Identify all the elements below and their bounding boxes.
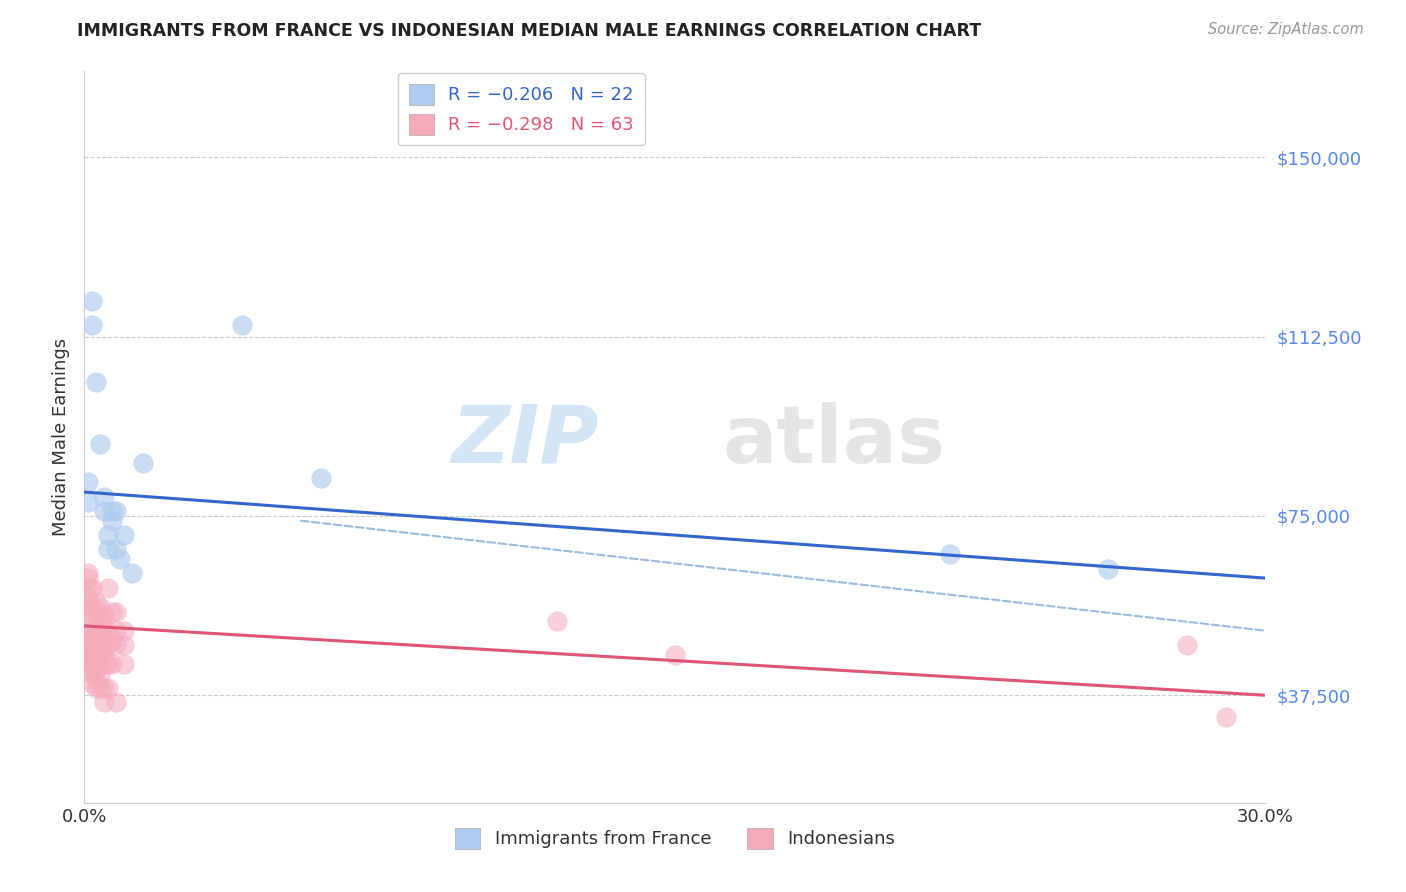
Text: atlas: atlas <box>723 401 945 480</box>
Point <box>89 628 111 642</box>
Point <box>93 504 115 518</box>
Point <box>84 672 107 686</box>
Point <box>112 528 135 542</box>
Point <box>82 638 104 652</box>
Point <box>84 681 107 695</box>
Point <box>77 581 100 595</box>
Point <box>1215 710 1237 724</box>
Point <box>82 657 104 672</box>
Point <box>97 542 120 557</box>
Point <box>82 599 104 614</box>
Point <box>82 628 104 642</box>
Point <box>1175 638 1198 652</box>
Point <box>82 293 104 308</box>
Point <box>84 624 107 638</box>
Point <box>231 318 253 332</box>
Legend: Immigrants from France, Indonesians: Immigrants from France, Indonesians <box>444 817 905 860</box>
Point <box>84 633 107 648</box>
Point <box>104 605 127 619</box>
Point <box>112 638 135 652</box>
Point <box>84 662 107 676</box>
Point <box>108 552 131 566</box>
Point <box>82 676 104 690</box>
Point <box>84 642 107 657</box>
Point <box>101 504 124 518</box>
Point <box>82 614 104 628</box>
Point <box>112 624 135 638</box>
Point <box>89 648 111 662</box>
Point <box>104 542 127 557</box>
Point <box>77 662 100 676</box>
Point <box>93 695 115 709</box>
Point <box>939 547 962 561</box>
Point <box>77 652 100 666</box>
Point <box>89 657 111 672</box>
Point <box>97 624 120 638</box>
Text: IMMIGRANTS FROM FRANCE VS INDONESIAN MEDIAN MALE EARNINGS CORRELATION CHART: IMMIGRANTS FROM FRANCE VS INDONESIAN MED… <box>77 22 981 40</box>
Point <box>93 490 115 504</box>
Point <box>664 648 686 662</box>
Point <box>77 624 100 638</box>
Point <box>93 681 115 695</box>
Point <box>1097 561 1119 575</box>
Point <box>89 614 111 628</box>
Point <box>89 599 111 614</box>
Point <box>112 657 135 672</box>
Point <box>121 566 143 581</box>
Point <box>77 475 100 490</box>
Point <box>97 657 120 672</box>
Point <box>84 609 107 624</box>
Point <box>89 666 111 681</box>
Point <box>77 591 100 605</box>
Point <box>89 638 111 652</box>
Y-axis label: Median Male Earnings: Median Male Earnings <box>52 338 70 536</box>
Point <box>93 638 115 652</box>
Point <box>93 624 115 638</box>
Point <box>77 599 100 614</box>
Point <box>82 581 104 595</box>
Point <box>77 566 100 581</box>
Point <box>77 494 100 508</box>
Point <box>77 571 100 585</box>
Point <box>97 681 120 695</box>
Point <box>104 695 127 709</box>
Point <box>77 609 100 624</box>
Point <box>82 318 104 332</box>
Text: Source: ZipAtlas.com: Source: ZipAtlas.com <box>1208 22 1364 37</box>
Point <box>104 504 127 518</box>
Point <box>132 456 155 470</box>
Point <box>89 437 111 451</box>
Point <box>89 681 111 695</box>
Point <box>93 609 115 624</box>
Point <box>104 624 127 638</box>
Point <box>101 514 124 528</box>
Point <box>84 375 107 389</box>
Point <box>104 638 127 652</box>
Point <box>97 638 120 652</box>
Point <box>93 657 115 672</box>
Point <box>84 595 107 609</box>
Point <box>77 642 100 657</box>
Text: ZIP: ZIP <box>451 401 598 480</box>
Point <box>82 648 104 662</box>
Point <box>82 666 104 681</box>
Point <box>97 581 120 595</box>
Point <box>101 633 124 648</box>
Point <box>101 657 124 672</box>
Point <box>77 633 100 648</box>
Point <box>93 648 115 662</box>
Point <box>84 652 107 666</box>
Point <box>97 528 120 542</box>
Point <box>309 471 332 485</box>
Point <box>101 605 124 619</box>
Point <box>546 614 568 628</box>
